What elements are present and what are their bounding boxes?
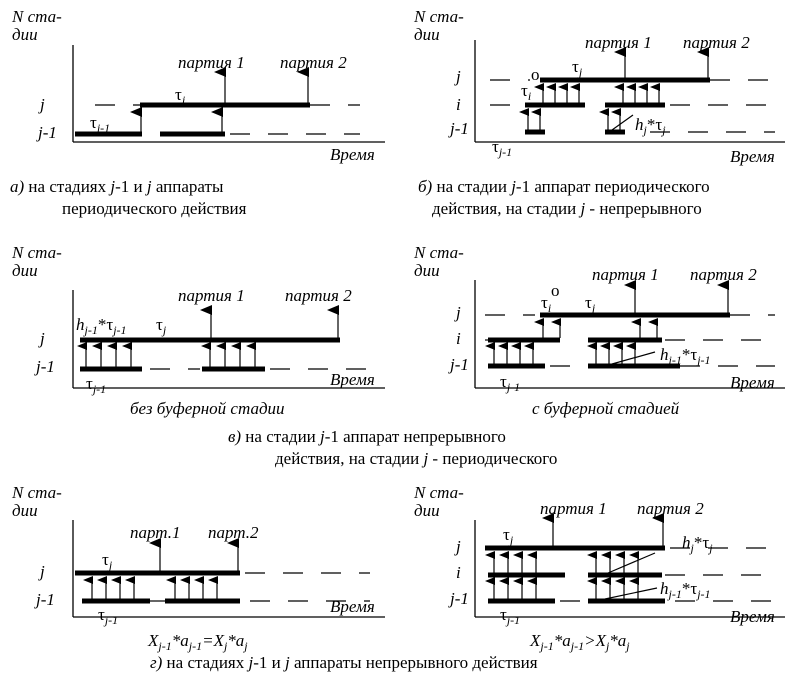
- svg-text:τi: τi: [521, 81, 531, 103]
- level-label-j-1: j-1: [36, 123, 57, 142]
- batch-label: партия 1: [178, 286, 245, 305]
- y-axis-label: дии: [12, 501, 38, 520]
- svg-text:τj: τj: [572, 57, 583, 79]
- svg-text:τj: τj: [156, 315, 167, 337]
- y-axis-label: N ста-: [11, 243, 62, 262]
- caption-a: а) на стадиях j-1 и j аппараты: [10, 177, 224, 196]
- y-axis-label: N ста-: [11, 7, 62, 26]
- panel-a: N ста- дии Время j j-1 партия 1 партия 2…: [11, 7, 385, 164]
- subcaption-buffer: с буферной стадией: [532, 399, 680, 418]
- svg-text:hj-1*τj-1: hj-1*τj-1: [660, 345, 711, 367]
- caption-c-line2: действия, на стадии j - периодического: [275, 449, 557, 468]
- level-label-j: j: [38, 562, 45, 581]
- svg-text:τj-1: τj-1: [86, 374, 106, 396]
- caption-d: г) на стадиях j-1 и j аппараты непрерывн…: [150, 653, 538, 672]
- subcaption-no-buffer: без буферной стадии: [130, 399, 285, 418]
- level-label-i: i: [456, 329, 461, 348]
- svg-text:τj-1: τj-1: [500, 372, 520, 394]
- equation-greater: Xj-1*aj-1>Xj*aj: [529, 631, 630, 653]
- svg-text:τj: τj: [175, 85, 186, 107]
- level-label-j: j: [38, 329, 45, 348]
- svg-text:hj-1*τj-1: hj-1*τj-1: [660, 579, 711, 601]
- level-label-j-1: j-1: [448, 355, 469, 374]
- level-label-j-1: j-1: [34, 357, 55, 376]
- batch-label: партия 2: [280, 53, 347, 72]
- y-axis-label: N ста-: [413, 243, 464, 262]
- panel-d-right: N ста- дии Время j i j-1 п: [413, 483, 785, 653]
- panel-c-right: N ста- дии Время j i j-1 партия 1: [413, 243, 785, 418]
- y-axis-label: N ста-: [413, 7, 464, 26]
- caption-a-line2: периодического действия: [62, 199, 247, 218]
- svg-text:τj: τj: [102, 550, 113, 572]
- batch-label: партия 2: [285, 286, 352, 305]
- level-label-i: i: [456, 563, 461, 582]
- batch-label: партия 1: [585, 33, 652, 52]
- batch-label: партия 2: [683, 33, 750, 52]
- y-axis-label: дии: [12, 25, 38, 44]
- svg-text:τj-1: τj-1: [492, 137, 512, 159]
- svg-text:τj-1: τj-1: [90, 113, 110, 135]
- y-axis-label: дии: [414, 261, 440, 280]
- level-label-j: j: [38, 95, 45, 114]
- panel-c-left: N ста- дии Время j j-1 партия 1 партия 2…: [11, 243, 385, 418]
- batch-label: партия 1: [592, 265, 659, 284]
- x-axis-label: Время: [330, 370, 375, 389]
- svg-text:hj*τj: hj*τj: [682, 533, 713, 555]
- svg-text:hj-1*τj-1: hj-1*τj-1: [76, 315, 127, 337]
- svg-text:τj-1: τj-1: [98, 605, 118, 627]
- y-axis-label: N ста-: [11, 483, 62, 502]
- batch-label: партия 2: [690, 265, 757, 284]
- svg-text:τj: τj: [503, 525, 514, 547]
- y-axis-label: дии: [414, 501, 440, 520]
- svg-text:τj-1: τj-1: [500, 605, 520, 627]
- x-axis-label: Время: [730, 147, 775, 166]
- caption-b-line2: действия, на стадии j - непрерывного: [432, 199, 702, 218]
- equation-equal: Xj-1*aj-1=Xj*aj: [147, 631, 248, 653]
- y-axis-label: дии: [414, 25, 440, 44]
- batch-label: партия 2: [637, 499, 704, 518]
- level-label-j-1: j-1: [448, 589, 469, 608]
- panel-b: N ста- дии Время j i j-1 п: [413, 7, 785, 166]
- y-axis-label: дии: [12, 261, 38, 280]
- level-label-j-1: j-1: [448, 119, 469, 138]
- x-axis-label: Время: [730, 373, 775, 392]
- batch-label: партия 1: [540, 499, 607, 518]
- svg-text:hj*τj: hj*τj: [635, 115, 666, 137]
- svg-text:τi: τi: [541, 293, 551, 315]
- batch-label: парт.2: [208, 523, 259, 542]
- level-label-j: j: [454, 67, 461, 86]
- level-label-i: i: [456, 95, 461, 114]
- svg-text:τj: τj: [585, 293, 596, 315]
- level-label-j-1: j-1: [34, 590, 55, 609]
- svg-text:o: o: [551, 281, 560, 300]
- caption-b: б) на стадии j-1 аппарат периодического: [418, 177, 710, 196]
- x-axis-label: Время: [330, 597, 375, 616]
- caption-c: в) на стадии j-1 аппарат непрерывного: [228, 427, 506, 446]
- y-axis-label: N ста-: [413, 483, 464, 502]
- level-label-j: j: [454, 303, 461, 322]
- panel-d-left: N ста- дии Время j j-1 парт.1 парт.2 τj …: [11, 483, 385, 653]
- svg-text:o: o: [531, 65, 540, 84]
- x-axis-label: Время: [730, 607, 775, 626]
- batch-label: парт.1: [130, 523, 181, 542]
- x-axis-label: Время: [330, 145, 375, 164]
- level-label-j: j: [454, 537, 461, 556]
- batch-label: партия 1: [178, 53, 245, 72]
